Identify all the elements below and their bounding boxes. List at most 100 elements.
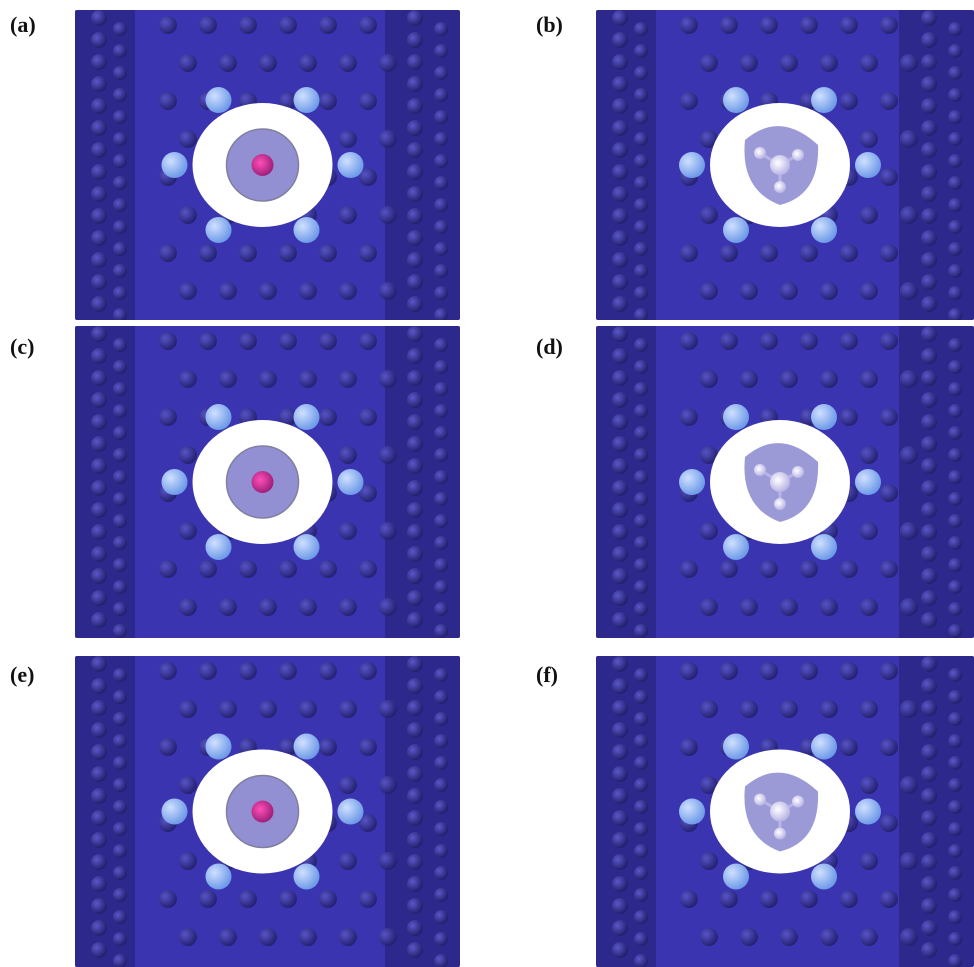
carbon-atom <box>759 244 778 262</box>
carbon-atom <box>178 928 197 946</box>
carbon-atom <box>921 120 937 136</box>
carbon-atom <box>921 854 937 870</box>
carbon-atom <box>113 242 127 256</box>
carbon-atom <box>434 88 449 102</box>
carbon-atom <box>948 734 963 748</box>
carbon-atom <box>158 16 177 34</box>
carbon-atom <box>113 154 127 168</box>
carbon-atom <box>634 154 648 168</box>
carbon-atom <box>338 130 357 148</box>
carbon-atom <box>434 888 449 902</box>
carbon-atom <box>819 598 838 616</box>
carbon-atom <box>899 928 918 946</box>
carbon-atom <box>407 876 423 892</box>
carbon-atom <box>434 910 449 924</box>
carbon-atom <box>799 16 818 34</box>
carbon-atom <box>113 536 127 550</box>
carbon-atom <box>699 54 718 72</box>
carbon-atom <box>298 598 317 616</box>
carbon-atom <box>113 404 127 418</box>
carbon-atom <box>899 598 918 616</box>
carbon-atom <box>634 822 648 836</box>
carbon-atom <box>859 852 878 870</box>
carbon-atom <box>921 502 937 518</box>
carbon-atom <box>338 522 357 540</box>
panel-f-svg <box>596 656 974 967</box>
nitrogen-atom <box>855 798 881 825</box>
carbon-atom <box>612 392 628 408</box>
carbon-atom <box>407 678 423 694</box>
carbon-atom <box>759 890 778 908</box>
carbon-atom <box>859 206 878 224</box>
carbon-atom <box>178 700 197 718</box>
carbon-atom <box>298 370 317 388</box>
carbon-atom <box>612 54 628 70</box>
carbon-atom <box>407 76 423 92</box>
carbon-atom <box>679 16 698 34</box>
carbon-atom <box>634 624 648 638</box>
carbon-atom <box>178 370 197 388</box>
carbon-atom <box>113 844 127 858</box>
carbon-atom <box>434 734 449 748</box>
carbon-atom <box>879 332 898 350</box>
carbon-atom <box>113 338 127 352</box>
nitrogen-atom <box>811 404 837 431</box>
carbon-atom <box>634 22 648 36</box>
carbon-atom <box>407 186 423 202</box>
carbon-atom <box>899 206 918 224</box>
carbon-atom <box>679 408 698 426</box>
carbon-atom <box>948 822 963 836</box>
carbon-atom <box>113 264 127 278</box>
carbon-atom <box>799 662 818 680</box>
carbon-atom <box>612 942 628 958</box>
panel-c: (c) <box>0 322 470 638</box>
carbon-atom <box>218 370 237 388</box>
carbon-atom <box>218 54 237 72</box>
carbon-atom <box>779 928 798 946</box>
carbon-atom <box>434 844 449 858</box>
carbon-atom <box>407 524 423 540</box>
carbon-atom <box>634 492 648 506</box>
carbon-atom <box>113 492 127 506</box>
carbon-atom <box>434 778 449 792</box>
carbon-atom <box>948 66 963 80</box>
carbon-atom <box>338 852 357 870</box>
carbon-atom <box>921 766 937 782</box>
guest-molecule-center <box>770 155 790 175</box>
carbon-atom <box>779 598 798 616</box>
carbon-atom <box>158 92 177 110</box>
carbon-atom <box>612 370 628 386</box>
carbon-atom <box>739 700 758 718</box>
carbon-atom <box>699 370 718 388</box>
carbon-atom <box>634 800 648 814</box>
carbon-atom <box>679 92 698 110</box>
carbon-atom <box>948 338 963 352</box>
carbon-atom <box>634 448 648 462</box>
carbon-atom <box>719 244 738 262</box>
carbon-atom <box>859 282 878 300</box>
panel-b-render <box>596 10 974 320</box>
carbon-atom <box>434 756 449 770</box>
carbon-atom <box>238 332 257 350</box>
carbon-atom <box>434 198 449 212</box>
carbon-atom <box>378 446 397 464</box>
carbon-atom <box>378 370 397 388</box>
carbon-atom <box>91 590 107 606</box>
carbon-atom <box>434 932 449 946</box>
carbon-atom <box>434 382 449 396</box>
carbon-atom <box>113 470 127 484</box>
carbon-atom <box>218 598 237 616</box>
carbon-atom <box>839 408 858 426</box>
nitrogen-atom <box>205 733 232 760</box>
carbon-atom <box>318 738 337 756</box>
carbon-atom <box>198 662 217 680</box>
carbon-atom <box>238 662 257 680</box>
carbon-atom <box>91 832 107 848</box>
carbon-atom <box>779 54 798 72</box>
carbon-atom <box>318 662 337 680</box>
carbon-atom <box>921 186 937 202</box>
carbon-atom <box>113 800 127 814</box>
carbon-atom <box>759 560 778 578</box>
carbon-atom <box>434 492 449 506</box>
carbon-atom <box>948 910 963 924</box>
